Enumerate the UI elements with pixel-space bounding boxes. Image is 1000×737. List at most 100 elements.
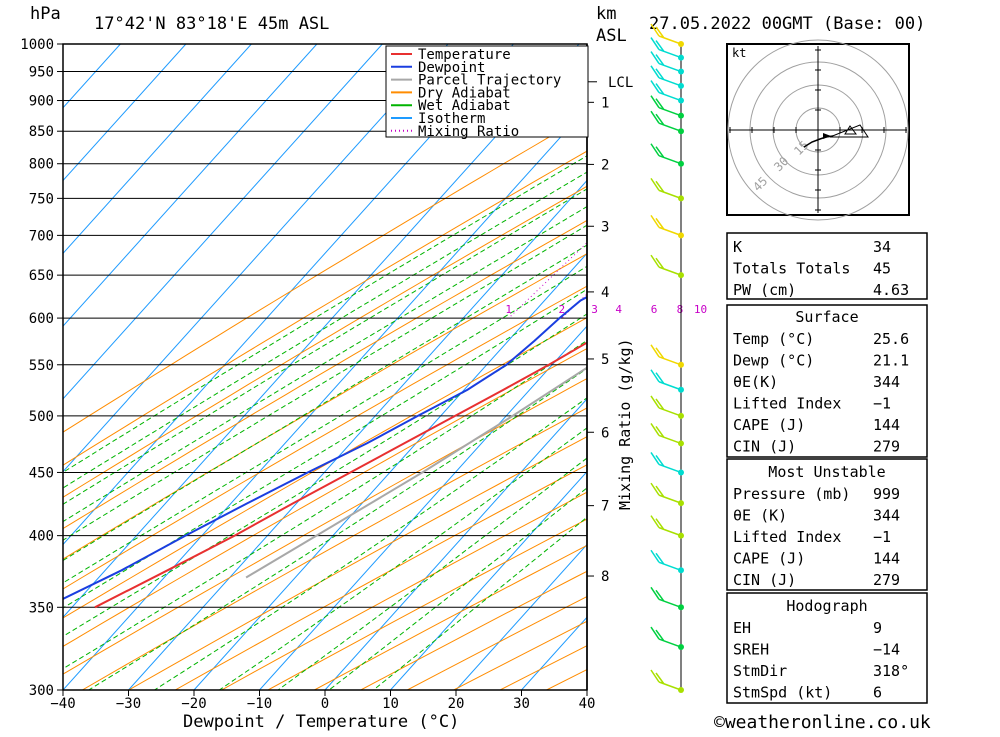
table-row-label: StmDir [733, 662, 787, 680]
table-section-title: Surface [795, 308, 858, 326]
table-row-value: 4.63 [873, 281, 909, 299]
station-location: 17°42'N 83°18'E 45m ASL [94, 14, 329, 34]
pressure-tick-label: 600 [29, 311, 54, 327]
dry-adiabat-line [964, 44, 1000, 690]
table-row-label: K [733, 238, 742, 256]
table-row-value: 34 [873, 238, 891, 256]
table-row-value: 9 [873, 619, 882, 637]
mixing-ratio-label: 1 [505, 303, 512, 316]
wind-barb [651, 483, 681, 503]
wind-barb [651, 52, 681, 72]
table-row-value: 6 [873, 684, 882, 702]
wet-adiabat-line [0, 44, 854, 690]
x-tick-label: 10 [382, 696, 399, 712]
km-tick-label: 4 [601, 285, 609, 301]
mixing-ratio-label: 8 [677, 303, 684, 316]
x-tick-label: −40 [50, 696, 75, 712]
table-row-value: 21.1 [873, 352, 909, 370]
table-row-label: CAPE (J) [733, 416, 805, 434]
isotherm-line [0, 44, 448, 690]
lcl-label: LCL [608, 75, 633, 91]
wind-barb [651, 178, 681, 198]
table-row-value: −1 [873, 528, 891, 546]
dry-adiabat-line [0, 44, 841, 690]
table-row-value: 279 [873, 438, 900, 456]
table-row-value: 318° [873, 662, 909, 680]
km-tick-label: 6 [601, 425, 609, 441]
stability-tables: K 34 Totals Totals 45 PW (cm) 4.63 Surface Temp… [727, 233, 927, 703]
wind-barb [651, 38, 681, 58]
wind-barb [651, 670, 681, 690]
wind-barb [651, 370, 681, 390]
table-row-value: 45 [873, 260, 891, 278]
table-row-label: PW (cm) [733, 281, 796, 299]
table-row-value: 999 [873, 485, 900, 503]
table-row-value: −1 [873, 395, 891, 413]
x-tick-label: 40 [579, 696, 596, 712]
table-row-label: CIN (J) [733, 438, 796, 456]
x-tick-label: −10 [247, 696, 272, 712]
run-datetime: 27.05.2022 00GMT (Base: 00) [649, 14, 925, 34]
table-row-label: Temp (°C) [733, 330, 814, 348]
pressure-tick-label: 900 [29, 94, 54, 110]
x-tick-label: 30 [513, 696, 530, 712]
table-row-label: Dewp (°C) [733, 352, 814, 370]
km-tick-label: 1 [601, 95, 609, 111]
copyright: ©weatheronline.co.uk [714, 712, 931, 733]
km-tick-label: 2 [601, 157, 609, 173]
wind-barb [651, 345, 681, 365]
wind-barb [651, 423, 681, 443]
wind-barb [651, 396, 681, 416]
asl-label: ASL [596, 26, 627, 46]
wind-barb [651, 452, 681, 472]
km-tick-label: 7 [601, 499, 609, 515]
table-section-title: Most Unstable [768, 463, 885, 481]
km-tick-label: 3 [601, 219, 609, 235]
pressure-isobars [63, 44, 587, 690]
km-tick-label: 8 [601, 569, 609, 585]
wind-barb [651, 255, 681, 275]
x-axis-title: Dewpoint / Temperature (°C) [183, 712, 459, 732]
wind-barbs [651, 24, 684, 693]
km-tick-label: 5 [601, 352, 609, 368]
x-tick-label: 0 [321, 696, 329, 712]
pressure-tick-label: 450 [29, 465, 54, 481]
wind-barb [651, 587, 681, 607]
hodograph-unit: kt [732, 46, 746, 60]
wind-barb [651, 516, 681, 536]
table-row-label: CAPE (J) [733, 550, 805, 568]
table-row-value: 344 [873, 373, 900, 391]
table-row-label: Totals Totals [733, 260, 850, 278]
wind-barb [651, 66, 681, 86]
dry-adiabat-line [918, 44, 1000, 690]
wind-barb [651, 144, 681, 164]
mixing-ratio-label: 10 [694, 303, 707, 316]
table-section-title: Hodograph [786, 597, 867, 615]
table-row-value: 144 [873, 416, 900, 434]
plot-frame [63, 44, 587, 690]
wind-barb [651, 550, 681, 570]
pressure-tick-label: 650 [29, 268, 54, 284]
isotherm-line [194, 44, 775, 690]
pressure-tick-label: 500 [29, 409, 54, 425]
legend-label: Mixing Ratio [418, 124, 519, 140]
isotherm-line [0, 44, 382, 690]
mixing-ratio-label: 6 [651, 303, 658, 316]
table-row-label: StmSpd (kt) [733, 684, 832, 702]
pressure-tick-label: 400 [29, 529, 54, 545]
pressure-tick-label: 950 [29, 65, 54, 81]
table-row-label: Lifted Index [733, 395, 841, 413]
table-row-value: 25.6 [873, 330, 909, 348]
isotherm-line [0, 44, 579, 690]
x-tick-label: −30 [116, 696, 141, 712]
pressure-tick-label: 800 [29, 157, 54, 173]
table-row-label: CIN (J) [733, 571, 796, 589]
pressure-unit-label: hPa [30, 4, 61, 24]
pressure-tick-label: 700 [29, 228, 54, 244]
table-row-value: 144 [873, 550, 900, 568]
wind-barb [651, 215, 681, 235]
table-row-value: 279 [873, 571, 900, 589]
